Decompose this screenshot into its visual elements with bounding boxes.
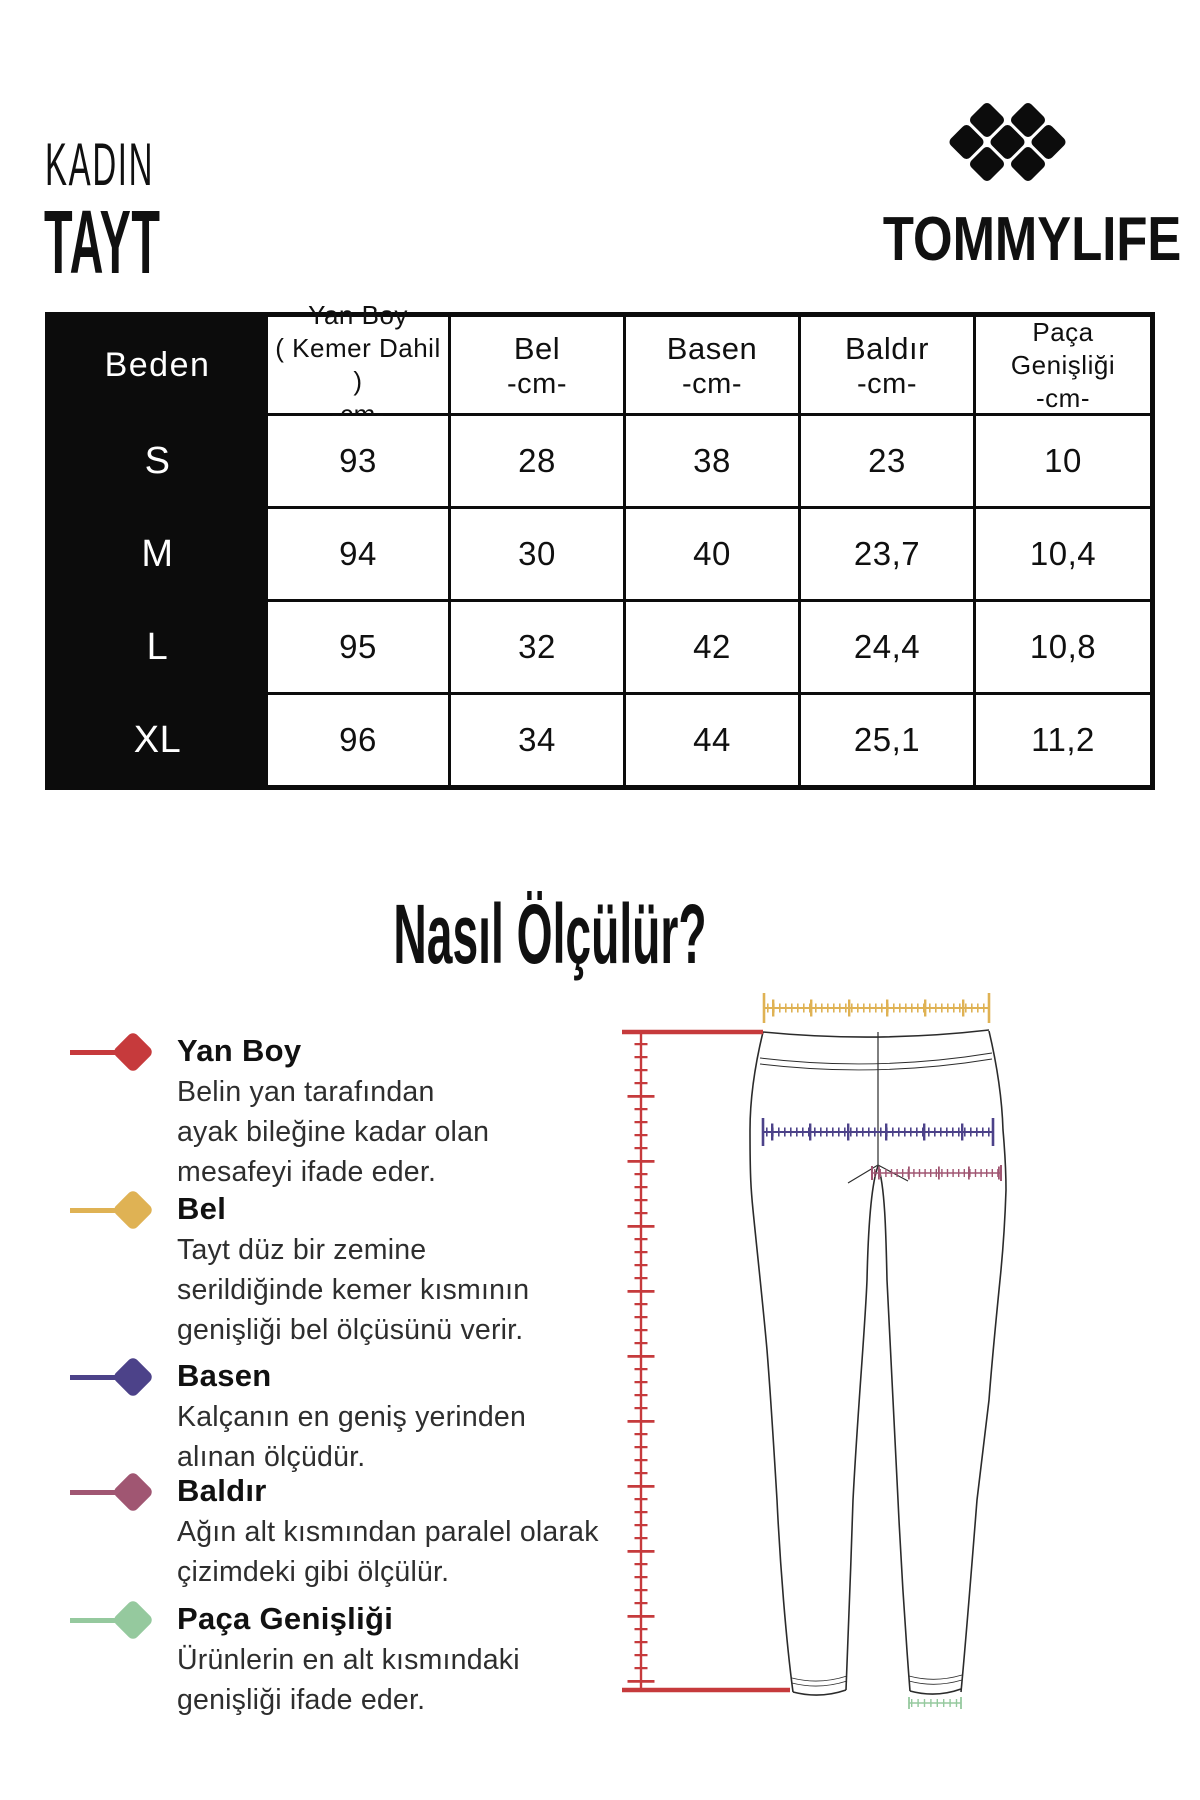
legend-title: Yan Boy <box>177 1033 302 1068</box>
bel-diamond-icon <box>70 1188 180 1232</box>
size-label-l: L <box>50 602 265 692</box>
brand-name: TOMMYLIFE <box>882 205 1182 274</box>
size-table: Beden Yan Boy ( Kemer Dahil ) -cm- Bel -… <box>45 300 1155 790</box>
yan-boy-ruler <box>622 1029 790 1693</box>
table-cell: 38 <box>626 416 798 506</box>
paca-genisligi-ruler <box>908 1697 962 1709</box>
basen-ruler <box>761 1118 995 1146</box>
basen-diamond-icon <box>70 1355 180 1399</box>
table-corner-header: Beden <box>50 317 265 413</box>
diamonds-logo-icon <box>949 102 1066 182</box>
column-header-baldir: Baldır -cm- <box>801 317 973 413</box>
column-header-paca-genisligi: Paça Genişliği -cm- <box>976 317 1150 413</box>
table-cell: 42 <box>626 602 798 692</box>
size-label-s: S <box>50 416 265 506</box>
paca-genisligi-diamond-icon <box>70 1598 180 1642</box>
baldir-diamond-icon <box>70 1470 180 1514</box>
yan-boy-diamond-icon <box>70 1030 180 1074</box>
table-cell: 10,8 <box>976 602 1150 692</box>
table-cell: 10 <box>976 416 1150 506</box>
table-cell: 23,7 <box>801 509 973 599</box>
table-cell: 95 <box>268 602 448 692</box>
table-cell: 40 <box>626 509 798 599</box>
table-cell: 44 <box>626 695 798 785</box>
table-cell: 25,1 <box>801 695 973 785</box>
legend-title: Baldır <box>177 1473 267 1508</box>
leggings-outline <box>749 1029 1007 1696</box>
legend-description: Ürünlerin en alt kısmındaki genişliği if… <box>177 1644 520 1716</box>
table-cell: 96 <box>268 695 448 785</box>
how-to-measure-title: Nasıl Ölçülür? <box>393 887 707 981</box>
legend-title: Bel <box>177 1191 227 1226</box>
table-cell: 10,4 <box>976 509 1150 599</box>
table-cell: 32 <box>451 602 623 692</box>
table-cell: 23 <box>801 416 973 506</box>
legend-title: Paça Genişliği <box>177 1601 394 1636</box>
table-cell: 34 <box>451 695 623 785</box>
table-cell: 93 <box>268 416 448 506</box>
column-header-basen: Basen -cm- <box>626 317 798 413</box>
leggings-measurement-diagram <box>600 985 1020 1725</box>
product-title: TAYT <box>44 193 161 293</box>
table-cell: 11,2 <box>976 695 1150 785</box>
table-cell: 94 <box>268 509 448 599</box>
table-cell: 24,4 <box>801 602 973 692</box>
table-cell: 30 <box>451 509 623 599</box>
legend-title: Basen <box>177 1358 272 1393</box>
legend-description: Ağın alt kısmından paralel olarak çizimd… <box>177 1516 599 1588</box>
size-label-m: M <box>50 509 265 599</box>
brand-logo <box>940 96 1080 188</box>
category-label: KADIN <box>45 131 155 198</box>
legend-description: Kalçanın en geniş yerinden alınan ölçüdü… <box>177 1401 527 1473</box>
legend-description: Tayt düz bir zemine serildiğinde kemer k… <box>177 1234 530 1346</box>
table-cell: 28 <box>451 416 623 506</box>
bel-ruler <box>762 993 991 1023</box>
legend-description: Belin yan tarafından ayak bileğine kadar… <box>177 1076 490 1188</box>
column-header-yan-boy: Yan Boy ( Kemer Dahil ) -cm- <box>268 300 448 429</box>
column-header-bel: Bel -cm- <box>451 317 623 413</box>
size-label-xl: XL <box>50 695 265 785</box>
baldir-ruler <box>871 1165 1002 1181</box>
